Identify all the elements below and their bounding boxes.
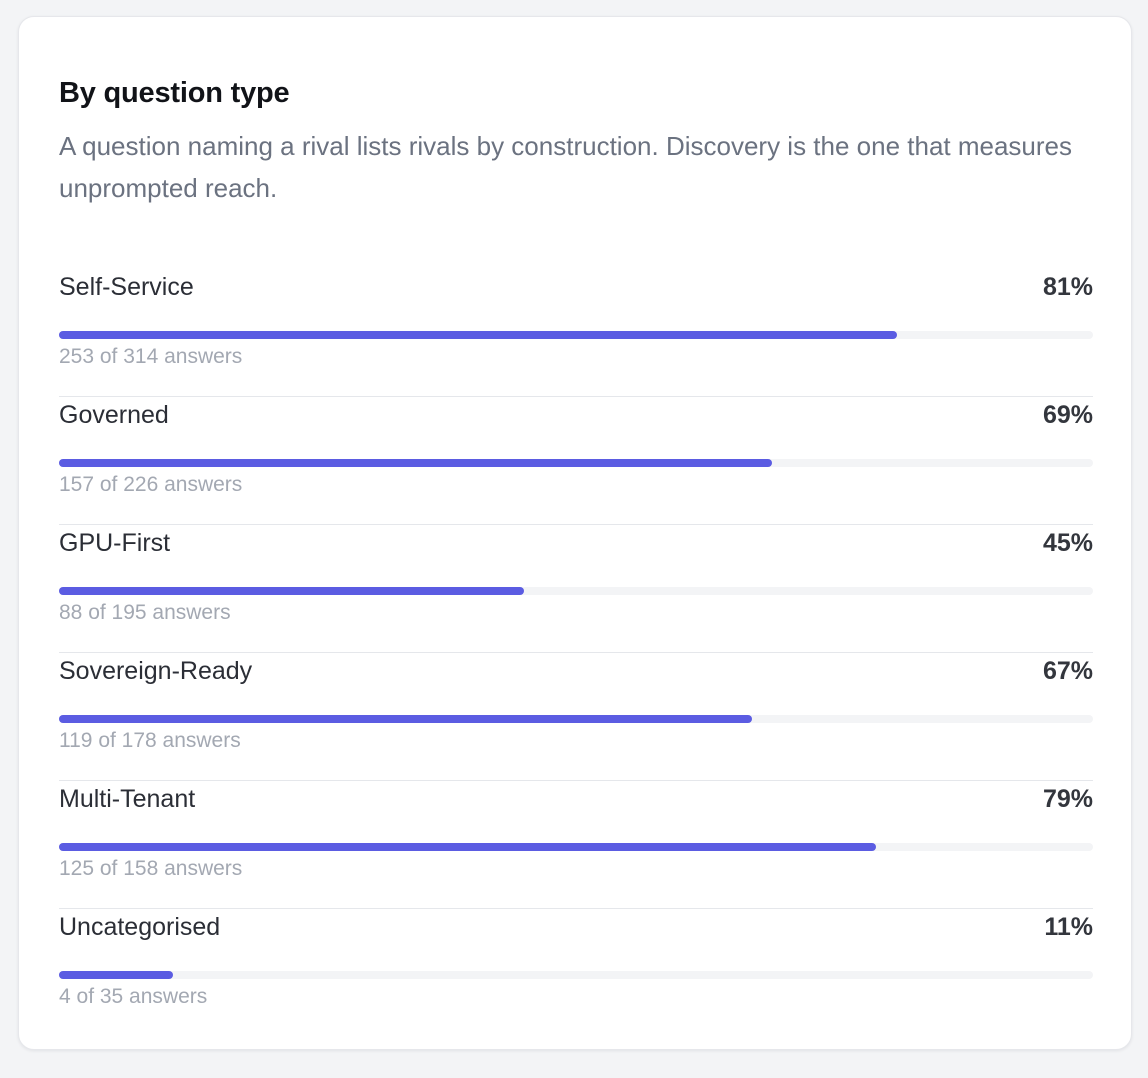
row-percent: 79% (1042, 785, 1093, 813)
row-label: Self-Service (59, 273, 194, 301)
progress-fill (59, 715, 752, 723)
progress-fill (59, 971, 173, 979)
progress-fill (59, 459, 773, 467)
row-label: Uncategorised (59, 913, 221, 941)
row-percent: 81% (1042, 273, 1093, 301)
row-percent: 69% (1042, 401, 1093, 429)
progress-track (59, 331, 1093, 339)
progress-track (59, 843, 1093, 851)
progress-track (59, 587, 1093, 595)
row-label: GPU-First (59, 529, 171, 557)
list-item: Governed 69% 157 of 226 answers (59, 397, 1093, 525)
question-type-list: Self-Service 81% 253 of 314 answers Gove… (59, 269, 1093, 1037)
row-percent: 11% (1044, 913, 1093, 941)
progress-track (59, 459, 1093, 467)
row-answer-count: 119 of 178 answers (59, 729, 241, 752)
row-label: Sovereign-Ready (59, 657, 253, 685)
row-answer-count: 4 of 35 answers (59, 985, 208, 1008)
list-item: GPU-First 45% 88 of 195 answers (59, 525, 1093, 653)
list-item: Multi-Tenant 79% 125 of 158 answers (59, 781, 1093, 909)
card-description: A question naming a rival lists rivals b… (59, 131, 1073, 203)
row-label: Governed (59, 401, 169, 429)
row-label: Multi-Tenant (59, 785, 196, 813)
progress-track (59, 715, 1093, 723)
progress-fill (59, 587, 525, 595)
progress-fill (59, 331, 897, 339)
list-item: Uncategorised 11% 4 of 35 answers (59, 909, 1093, 1037)
row-answer-count: 125 of 158 answers (59, 857, 243, 880)
row-answer-count: 88 of 195 answers (59, 601, 231, 624)
progress-fill (59, 843, 876, 851)
list-item: Self-Service 81% 253 of 314 answers (59, 269, 1093, 397)
row-percent: 45% (1042, 529, 1093, 557)
row-answer-count: 157 of 226 answers (59, 473, 243, 496)
row-percent: 67% (1042, 657, 1093, 685)
list-item: Sovereign-Ready 67% 119 of 178 answers (59, 653, 1093, 781)
question-type-card: By question type A question naming a riv… (18, 16, 1132, 1050)
card-title: By question type (59, 77, 290, 109)
progress-track (59, 971, 1093, 979)
row-answer-count: 253 of 314 answers (59, 345, 243, 368)
